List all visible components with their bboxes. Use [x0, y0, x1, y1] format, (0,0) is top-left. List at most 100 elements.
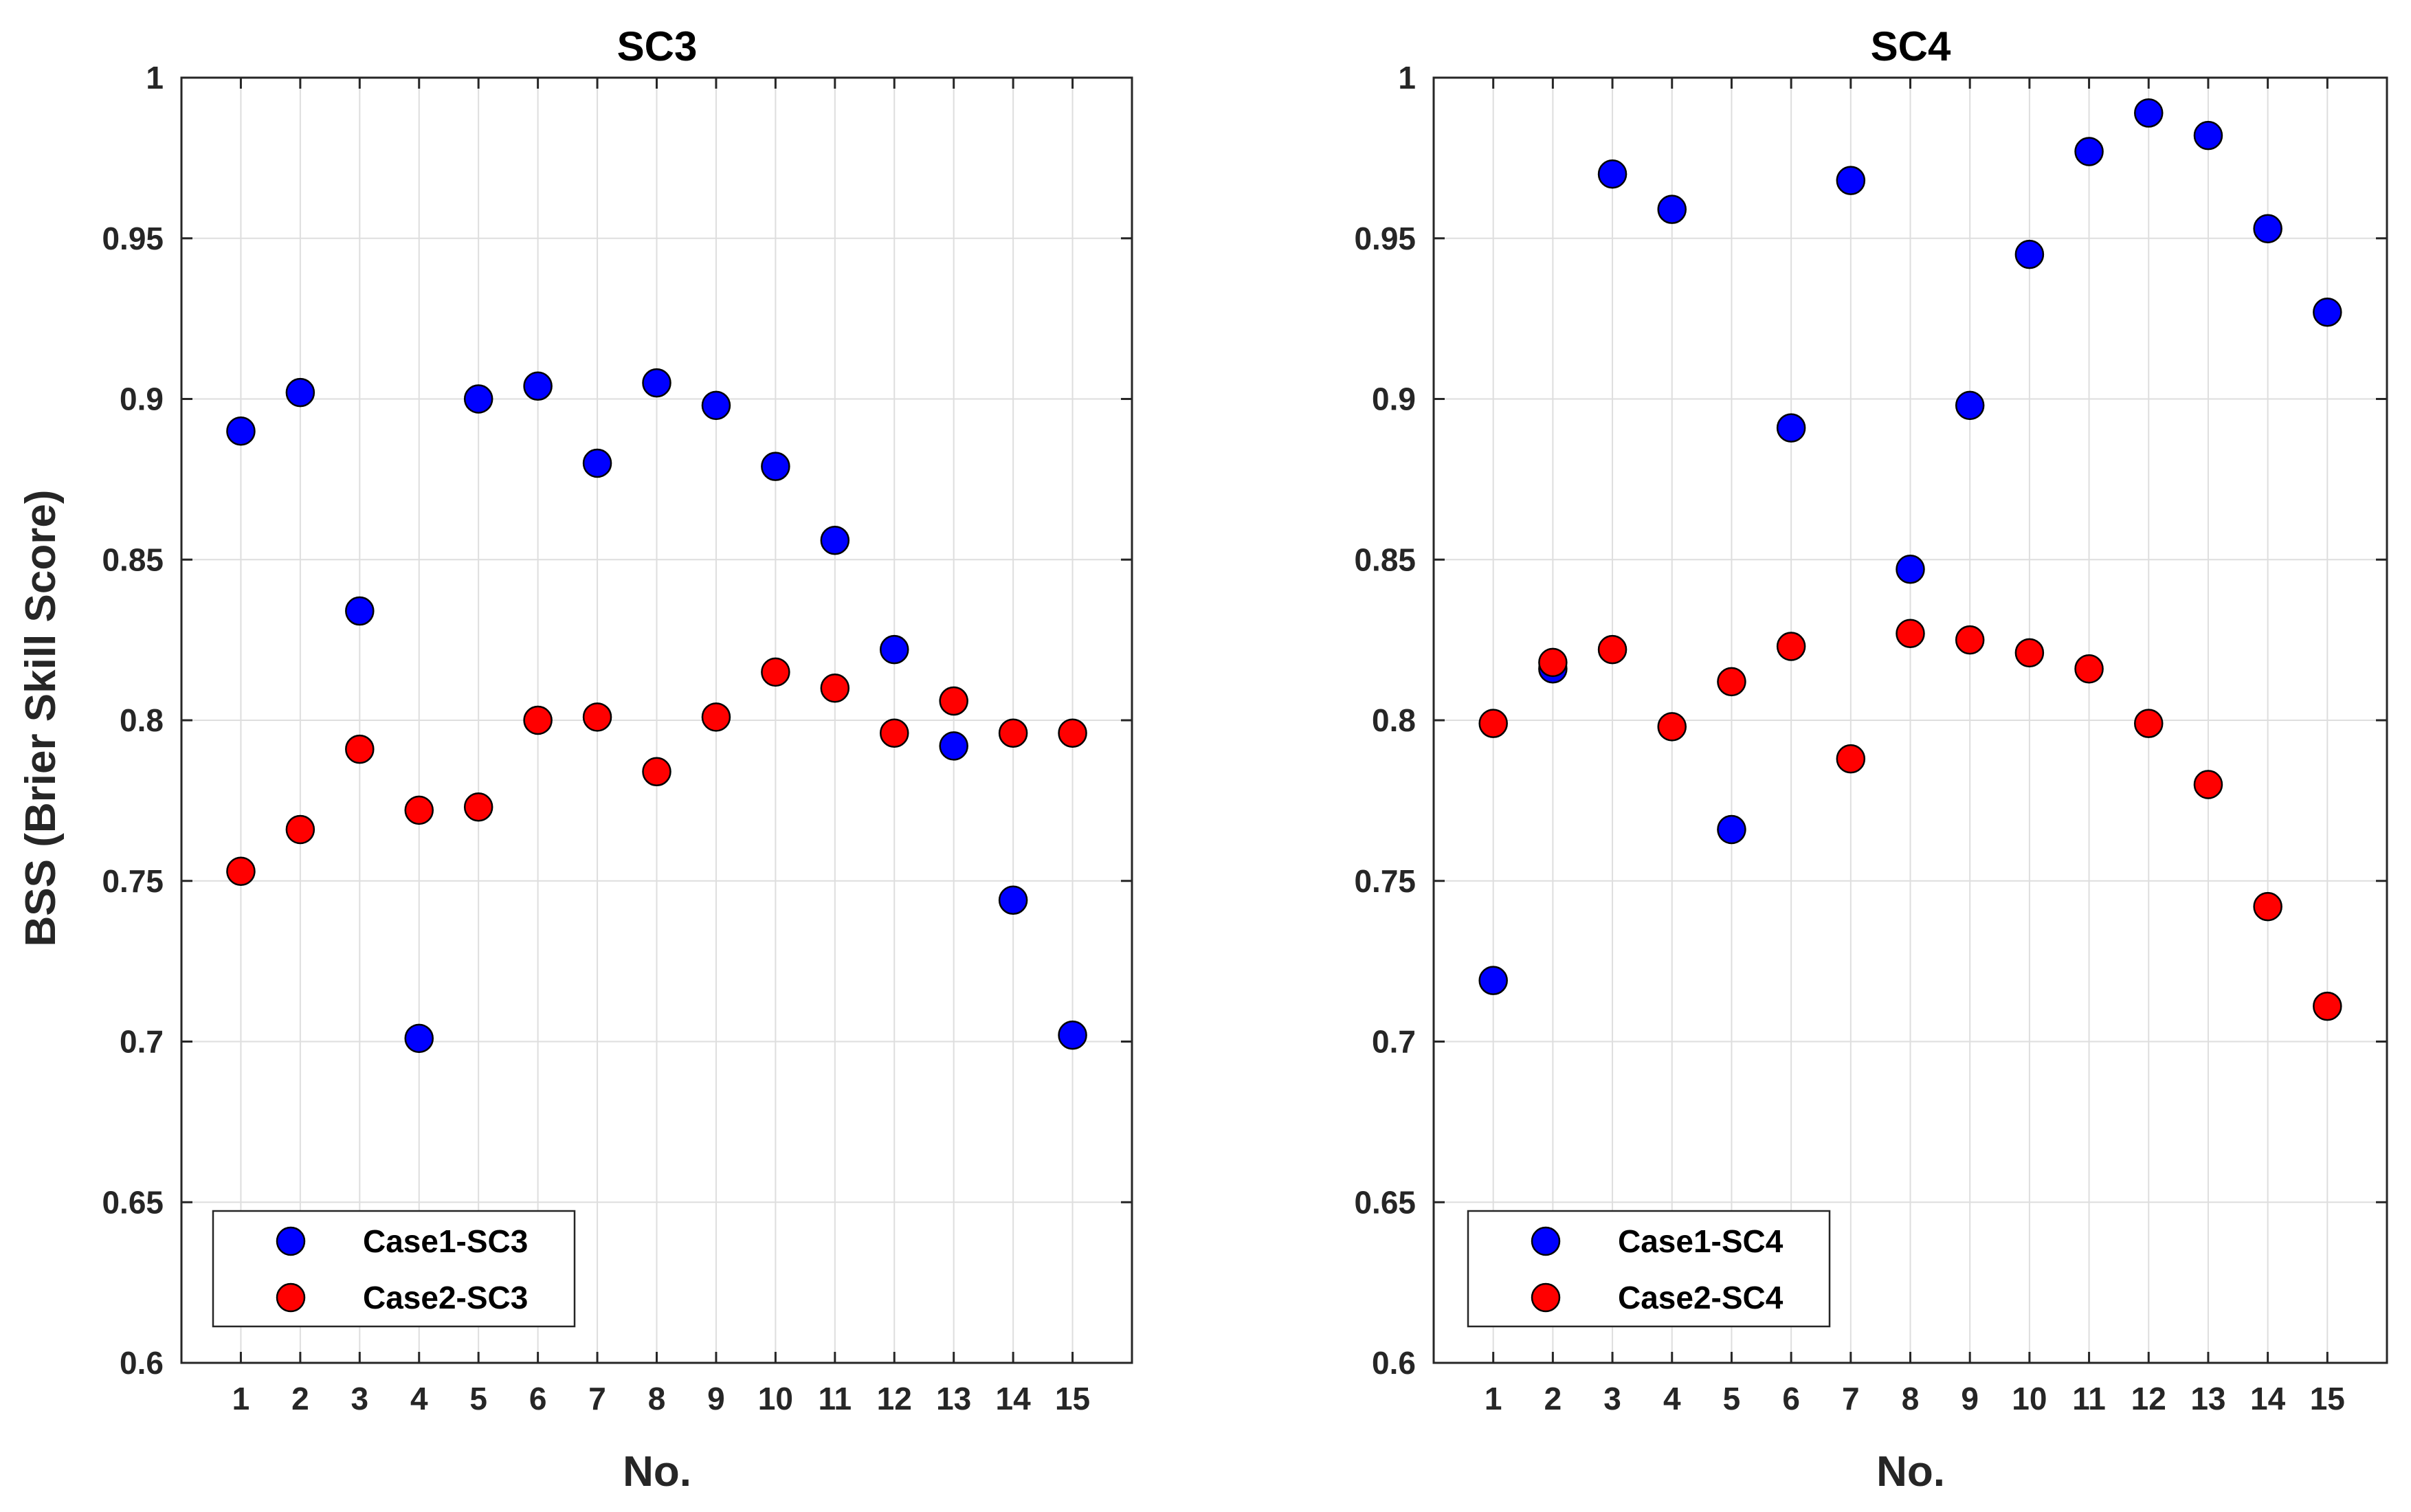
case1-point-10	[761, 452, 790, 481]
case2-point-15	[2313, 991, 2342, 1021]
x-tick-label: 13	[936, 1381, 971, 1416]
panel-sc3: SC3 BSS (Brier Skill Score) No. 0.6 0.65 0…	[17, 23, 1133, 1496]
grid	[1434, 77, 2387, 1364]
case2-point-14	[998, 718, 1028, 748]
case2-point-5	[463, 792, 493, 822]
case1-point-13	[2193, 120, 2223, 151]
case2-point-1	[1478, 709, 1508, 738]
x-tick-label: 2	[291, 1381, 309, 1416]
x-tick-label: 5	[1723, 1381, 1741, 1416]
x-tick-label: 11	[2072, 1381, 2106, 1416]
chart-title: SC3	[617, 23, 698, 69]
case1-point-3	[345, 596, 375, 626]
case2-point-8	[642, 757, 671, 787]
case2-point-9	[1955, 625, 1985, 655]
legend: Case1-SC4 Case2-SC4	[1467, 1210, 1831, 1328]
case2-point-13	[2193, 770, 2223, 799]
y-tick-label: 0.65	[1354, 1184, 1416, 1220]
case1-point-15	[2313, 298, 2342, 327]
y-tick-label: 0.85	[102, 542, 164, 577]
data-points	[226, 368, 1087, 1054]
x-tick-label: 8	[1902, 1381, 1920, 1416]
case2-point-1	[226, 856, 256, 886]
x-tick-label: 15	[2310, 1381, 2345, 1416]
case1-point-1	[226, 416, 256, 446]
case2-point-7	[1836, 744, 1866, 774]
x-tick-label: 7	[588, 1381, 606, 1416]
legend-label-case2: Case2-SC4	[1618, 1280, 1784, 1315]
y-tick-label: 0.7	[1372, 1024, 1416, 1060]
legend-marker-case1	[1531, 1226, 1561, 1256]
axes-box	[1432, 76, 2388, 1364]
data-points	[1478, 98, 2342, 1021]
y-tick-label: 0.6	[120, 1345, 164, 1381]
y-tick-label: 0.7	[120, 1024, 164, 1060]
case1-point-10	[2014, 239, 2045, 269]
case2-point-10	[761, 657, 790, 687]
grid	[181, 77, 1132, 1364]
case2-point-14	[2253, 891, 2282, 922]
x-tick-label: 10	[2012, 1381, 2047, 1416]
y-tick-label: 0.9	[1372, 381, 1416, 417]
y-tick-label: 1	[1398, 60, 1416, 96]
case1-point-8	[642, 368, 671, 398]
y-tick-label: 1	[146, 60, 164, 96]
case1-point-4	[404, 1023, 434, 1054]
x-tick-label: 14	[996, 1381, 1032, 1416]
case1-point-3	[1597, 159, 1627, 189]
legend-marker-case1	[276, 1226, 306, 1256]
case2-point-7	[582, 702, 612, 732]
case1-point-5	[1717, 814, 1746, 845]
case1-point-2	[285, 377, 315, 408]
x-tick-label: 3	[1603, 1381, 1621, 1416]
case1-point-7	[1836, 166, 1866, 195]
x-axis-label: No.	[1876, 1448, 1945, 1496]
y-tick-label: 0.75	[1354, 863, 1416, 899]
y-tick-label: 0.95	[1354, 221, 1416, 256]
case2-point-2	[1538, 647, 1568, 678]
x-tick-label: 15	[1055, 1381, 1090, 1416]
case2-point-9	[701, 702, 731, 732]
case2-point-11	[2074, 654, 2104, 684]
legend-box	[212, 1210, 576, 1328]
case2-point-4	[404, 795, 434, 825]
legend: Case1-SC3 Case2-SC3	[212, 1210, 576, 1328]
y-tick-label: 0.6	[1372, 1345, 1416, 1381]
case1-point-9	[1955, 390, 1985, 421]
case1-point-5	[463, 384, 493, 414]
case1-point-12	[2134, 98, 2164, 128]
legend-marker-case2	[276, 1282, 306, 1313]
case1-point-12	[880, 634, 909, 665]
x-tick-label: 10	[758, 1381, 793, 1416]
x-tick-label: 11	[818, 1381, 852, 1416]
x-tick-label: 1	[232, 1381, 250, 1416]
case2-point-3	[1597, 634, 1627, 665]
y-tick-label: 0.65	[102, 1184, 164, 1220]
case1-point-11	[820, 525, 850, 555]
case2-point-11	[820, 674, 850, 703]
case1-point-8	[1896, 555, 1925, 584]
chart-title: SC4	[1871, 23, 1951, 69]
x-tick-label: 4	[410, 1381, 428, 1416]
case1-point-9	[701, 390, 731, 421]
x-tick-label: 6	[529, 1381, 547, 1416]
axes-box	[180, 76, 1133, 1364]
x-axis-label: No.	[623, 1448, 691, 1496]
legend-box	[1467, 1210, 1831, 1328]
x-tick-label: 13	[2190, 1381, 2225, 1416]
y-tick-label: 0.9	[120, 381, 164, 417]
case1-point-4	[1657, 194, 1687, 224]
plot-area-border	[1432, 76, 2388, 1364]
case2-point-5	[1717, 667, 1746, 697]
x-tick-label: 12	[2131, 1381, 2166, 1416]
case1-point-14	[998, 885, 1028, 915]
plot-area-border	[180, 76, 1133, 1364]
y-axis-label: BSS (Brier Skill Score)	[17, 489, 65, 946]
legend-marker-case2	[1531, 1282, 1561, 1313]
x-tick-label: 1	[1485, 1381, 1502, 1416]
case1-point-1	[1478, 966, 1508, 995]
y-tick-label: 0.8	[1372, 702, 1416, 738]
legend-label-case1: Case1-SC4	[1618, 1223, 1784, 1259]
